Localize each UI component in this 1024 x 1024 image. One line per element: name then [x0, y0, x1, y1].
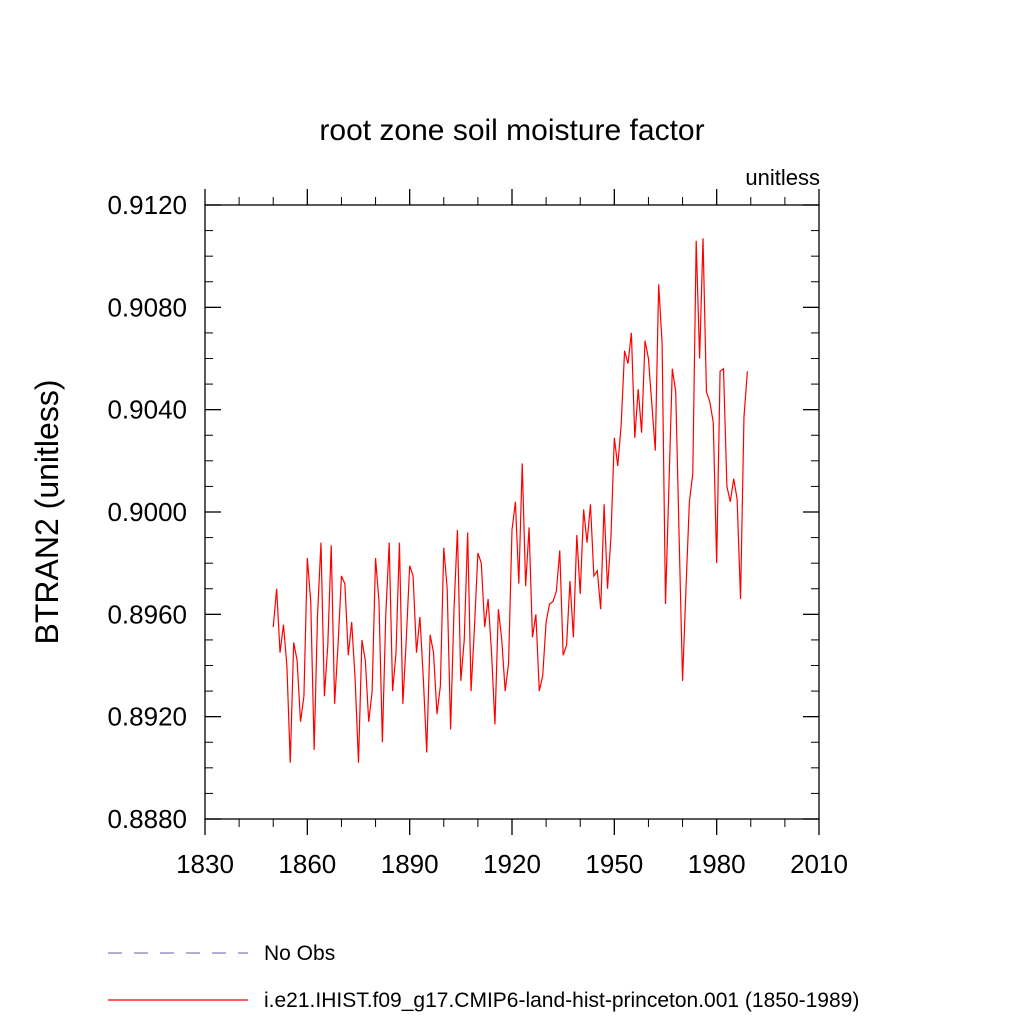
- legend-label: i.e21.IHIST.f09_g17.CMIP6-land-hist-prin…: [264, 989, 859, 1012]
- x-tick-label: 2010: [790, 849, 848, 879]
- legend-label: No Obs: [264, 942, 335, 965]
- x-tick-label: 1980: [688, 849, 746, 879]
- chart-title: root zone soil moisture factor: [319, 114, 704, 147]
- y-tick-label: 0.9080: [107, 292, 187, 322]
- y-tick-labels: 0.8880 0.8920 0.8960 0.9000 0.9040 0.9080 0.91…: [107, 190, 187, 834]
- y-tick-label: 0.8880: [107, 804, 187, 834]
- x-tick-label: 1860: [278, 849, 336, 879]
- x-tick-label: 1830: [176, 849, 234, 879]
- x-tick-label: 1920: [483, 849, 541, 879]
- plot-area: [272, 238, 748, 763]
- units-label: unitless: [745, 165, 820, 190]
- series-line-1: [272, 238, 748, 763]
- x-tick-label: 1890: [381, 849, 439, 879]
- plot-frame: [204, 204, 820, 820]
- x-tick-labels: 1830 1860 1890 1920 1950 1980 2010: [176, 849, 848, 879]
- y-tick-label: 0.9040: [107, 395, 187, 425]
- x-tick-label: 1950: [585, 849, 643, 879]
- grid-and-ticks: [204, 189, 820, 835]
- y-tick-label: 0.8960: [107, 599, 187, 629]
- y-axis-label: BTRAN2 (unitless): [29, 380, 65, 645]
- legend: No Obs i.e21.IHIST.f09_g17.CMIP6-land-his…: [108, 942, 859, 1012]
- y-tick-label: 0.9000: [107, 497, 187, 527]
- y-tick-label: 0.9120: [107, 190, 187, 220]
- y-tick-label: 0.8920: [107, 702, 187, 732]
